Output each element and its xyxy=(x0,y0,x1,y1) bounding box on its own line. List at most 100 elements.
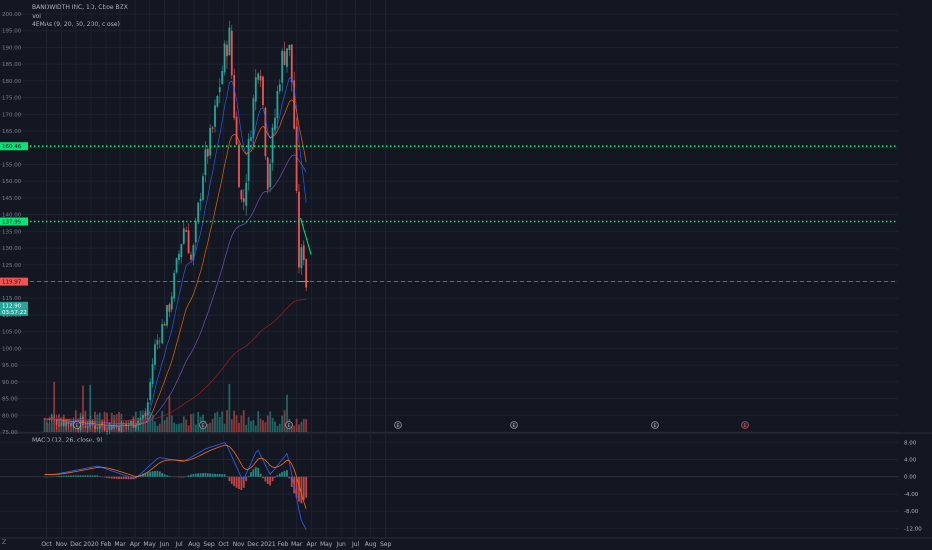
candle-body xyxy=(173,272,176,299)
volume-bar xyxy=(283,410,286,432)
candle-body xyxy=(266,157,269,190)
macd-histogram-bar xyxy=(77,475,80,477)
time-tick-label: May xyxy=(320,541,333,548)
macd-histogram-bar xyxy=(70,475,72,477)
volume-bar xyxy=(67,419,70,432)
last-price-box xyxy=(0,301,28,316)
candle-body xyxy=(168,304,171,312)
volume-bar xyxy=(43,418,46,432)
macd-histogram-bar xyxy=(163,474,166,477)
price-tick-label: 140.00 xyxy=(2,213,22,219)
volume-bar xyxy=(281,415,284,432)
candle-body xyxy=(250,137,252,141)
candle-body xyxy=(233,75,236,118)
macd-histogram-bar xyxy=(283,470,286,477)
macd-histogram-bar xyxy=(197,473,200,477)
candle-body xyxy=(170,296,173,310)
macd-histogram-bar xyxy=(89,475,92,477)
volume-bar xyxy=(65,418,68,432)
earnings-marker-label: E xyxy=(744,423,747,429)
price-tick-label: 170.00 xyxy=(2,112,22,118)
volume-bar xyxy=(58,414,60,432)
macd-histogram-bar xyxy=(118,476,120,479)
volume-bar xyxy=(250,421,252,432)
candle-body xyxy=(300,247,303,269)
volume-bar xyxy=(180,423,183,432)
macd-histogram-bar xyxy=(180,476,183,478)
candle-body xyxy=(264,107,267,157)
candle-body xyxy=(221,71,224,84)
volume-bar xyxy=(286,394,288,432)
macd-histogram-bar xyxy=(94,475,96,477)
price-tick-label: 105.00 xyxy=(2,330,22,336)
volume-bar xyxy=(300,421,303,432)
macd-histogram-bar xyxy=(288,476,291,479)
volume-bar xyxy=(295,418,298,432)
macd-histogram-bar xyxy=(106,476,108,478)
volume-bar xyxy=(197,411,200,432)
volume-bar xyxy=(221,411,224,432)
macd-histogram-bar xyxy=(302,476,305,501)
volume-bar xyxy=(134,411,137,432)
macd-histogram-bar xyxy=(290,476,293,487)
macd-histogram-bar xyxy=(278,473,281,477)
macd-histogram-bar xyxy=(187,475,190,477)
candle-body xyxy=(209,127,212,156)
macd-histogram-bar xyxy=(274,476,276,478)
timezone-icon[interactable]: Z xyxy=(2,539,7,546)
macd-histogram-bar xyxy=(84,475,87,477)
volume-bar xyxy=(187,425,190,432)
candle-body xyxy=(269,163,272,187)
candle-body xyxy=(175,258,178,273)
macd-histogram-bar xyxy=(110,476,113,479)
level-label-box xyxy=(0,217,28,226)
candle-body xyxy=(199,198,202,202)
earnings-marker-label: E xyxy=(397,423,400,429)
volume-bar xyxy=(130,425,132,432)
candle-body xyxy=(298,191,300,268)
earnings-marker-label: E xyxy=(288,423,291,429)
volume-bar xyxy=(166,416,168,432)
candle-body xyxy=(278,84,281,92)
macd-histogram-bar xyxy=(211,473,214,477)
candle-body xyxy=(130,420,132,425)
macd-histogram-bar xyxy=(269,476,272,486)
macd-histogram-bar xyxy=(72,475,75,477)
volume-bar xyxy=(226,410,228,432)
volume-bar xyxy=(149,412,152,432)
macd-histogram-bar xyxy=(144,472,147,477)
ema-line-9 xyxy=(44,77,307,428)
price-tick-label: 80.00 xyxy=(2,413,18,419)
macd-histogram-bar xyxy=(178,476,180,478)
volume-bar xyxy=(298,424,300,432)
price-tick-label: 200.00 xyxy=(2,12,22,18)
volume-bar xyxy=(86,420,89,432)
macd-tick-label: 8.00 xyxy=(904,440,917,446)
volume-bar xyxy=(238,422,240,432)
candle-body xyxy=(194,221,197,243)
macd-histogram-bar xyxy=(228,476,231,481)
candle-body xyxy=(146,402,149,416)
macd-histogram-bar xyxy=(305,476,308,498)
candle-body xyxy=(242,198,245,202)
price-tick-label: 165.00 xyxy=(2,129,22,135)
time-tick-label: Nov xyxy=(56,541,68,548)
candle-body xyxy=(216,95,219,107)
macd-histogram-bar xyxy=(247,475,250,477)
time-tick-label: Oct xyxy=(41,541,52,548)
macd-histogram-bar xyxy=(168,475,171,477)
volume-bar xyxy=(106,412,108,432)
time-tick-label: Dec xyxy=(247,541,259,548)
macd-histogram-bar xyxy=(214,473,216,477)
macd-histogram-bar xyxy=(230,476,233,484)
volume-bar xyxy=(91,419,94,432)
volume-bar xyxy=(108,422,111,432)
macd-histogram-bar xyxy=(238,476,240,490)
earnings-marker xyxy=(394,421,402,429)
time-tick-label: May xyxy=(143,541,156,548)
price-tick-label: 85.00 xyxy=(2,397,18,403)
earnings-marker xyxy=(741,421,749,429)
volume-bar xyxy=(276,425,279,432)
macd-histogram-bar xyxy=(245,476,248,482)
